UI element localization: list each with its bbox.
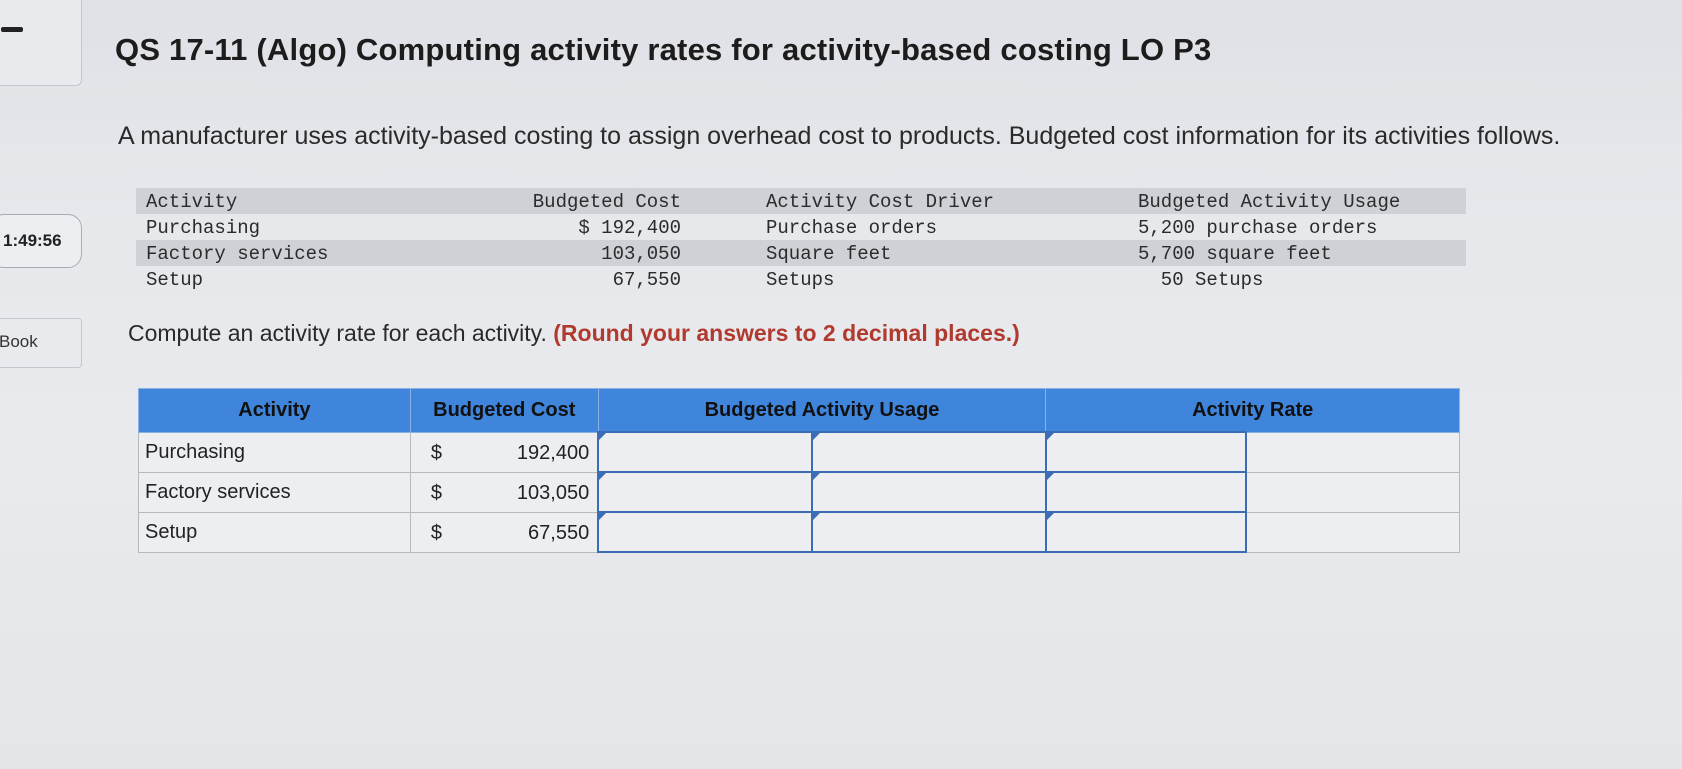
question-title: QS 17-11 (Algo) Computing activity rates… (115, 32, 1212, 67)
usage-amount-input[interactable] (597, 471, 814, 513)
answer-row-factory-services: Factory services $103,050 (138, 471, 1460, 513)
dollar-sign: $ (430, 521, 442, 544)
given-usage: 50 Setups (1138, 269, 1264, 291)
given-row: Purchasing $ 192,400 Purchase orders 5,2… (136, 214, 1466, 240)
given-header-activity: Activity (146, 191, 238, 213)
answer-cost-value: 103,050 (516, 481, 590, 504)
dollar-sign: $ (430, 481, 442, 504)
timer-text: 1:49:56 (3, 231, 62, 250)
given-driver: Purchase orders (766, 217, 938, 239)
usage-amount-input[interactable] (597, 431, 814, 473)
given-cost: $ 192,400 (578, 217, 681, 239)
answer-row-purchasing: Purchasing $192,400 (138, 431, 1460, 473)
ebook-button[interactable]: Book (0, 318, 82, 368)
menu-button[interactable] (0, 0, 82, 86)
given-header-cost: Budgeted Cost (532, 191, 681, 213)
given-driver: Square feet (766, 243, 892, 265)
given-activity: Factory services (146, 243, 329, 265)
usage-amount-input[interactable] (597, 511, 814, 553)
answer-activity: Factory services (138, 471, 411, 513)
given-cost: 67,550 (612, 269, 681, 291)
rate-amount-input[interactable] (1044, 471, 1247, 513)
answer-cost-value: 192,400 (516, 441, 590, 464)
usage-unit-input[interactable] (811, 471, 1047, 513)
answer-header-row: Activity Budgeted Cost Budgeted Activity… (138, 388, 1460, 433)
given-header-usage: Budgeted Activity Usage (1138, 191, 1401, 213)
rate-amount-input[interactable] (1044, 431, 1247, 473)
rate-unit-cell (1245, 511, 1460, 553)
rate-amount-input[interactable] (1044, 511, 1247, 553)
usage-unit-input[interactable] (811, 511, 1047, 553)
answer-header-usage: Budgeted Activity Usage (597, 388, 1047, 433)
given-usage: 5,700 square feet (1138, 243, 1332, 265)
instructions-text: Compute an activity rate for each activi… (128, 320, 547, 346)
instructions-emphasis: (Round your answers to 2 decimal places.… (553, 320, 1020, 346)
dollar-sign: $ (430, 441, 442, 464)
answer-activity: Setup (138, 511, 411, 553)
given-activity: Purchasing (146, 217, 261, 239)
timer-badge: 1:49:56 (0, 214, 82, 268)
answer-activity: Purchasing (138, 431, 411, 473)
answer-table: Activity Budgeted Cost Budgeted Activity… (138, 388, 1460, 553)
ebook-label: Book (0, 332, 38, 351)
answer-cost-cell: $67,550 (409, 511, 599, 553)
answer-cost-value: 67,550 (528, 521, 590, 544)
given-driver: Setups (766, 269, 835, 291)
menu-icon (1, 27, 23, 32)
answer-cost-cell: $103,050 (409, 471, 599, 513)
given-header-row: Activity Budgeted Cost Activity Cost Dri… (136, 188, 1466, 214)
answer-header-cost: Budgeted Cost (409, 388, 599, 433)
answer-row-setup: Setup $67,550 (138, 511, 1460, 553)
answer-cost-cell: $192,400 (409, 431, 599, 473)
rate-unit-cell (1245, 471, 1460, 513)
answer-header-activity: Activity (138, 388, 411, 433)
answer-header-rate: Activity Rate (1045, 388, 1460, 433)
given-activity: Setup (146, 269, 204, 291)
given-cost: 103,050 (601, 243, 681, 265)
intro-text: A manufacturer uses activity-based costi… (118, 122, 1561, 150)
given-row: Factory services 103,050 Square feet 5,7… (136, 240, 1466, 266)
instructions: Compute an activity rate for each activi… (128, 320, 1020, 347)
given-data-table: Activity Budgeted Cost Activity Cost Dri… (136, 188, 1466, 292)
given-usage: 5,200 purchase orders (1138, 217, 1378, 239)
usage-unit-input[interactable] (811, 431, 1047, 473)
given-header-driver: Activity Cost Driver (766, 191, 995, 213)
given-row: Setup 67,550 Setups 50 Setups (136, 266, 1466, 292)
rate-unit-cell (1245, 431, 1460, 473)
